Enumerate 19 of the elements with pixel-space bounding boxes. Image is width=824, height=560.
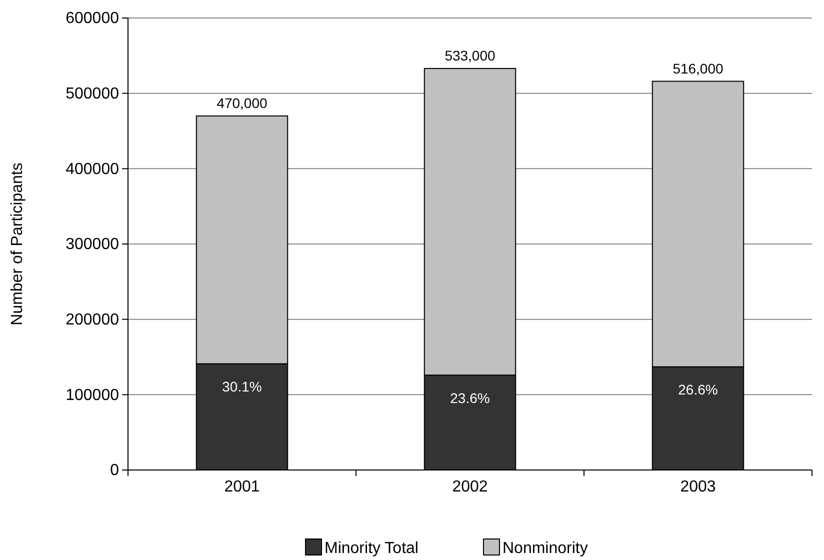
y-tick-label: 100000	[66, 386, 120, 404]
annotation: 30.1%	[222, 378, 262, 395]
legend-label: Minority Total	[324, 540, 418, 557]
y-tick-label: 0	[110, 462, 120, 480]
total-label: 470,000	[216, 94, 268, 111]
x-tick-label: 2002	[452, 478, 488, 496]
x-tick-label: 2001	[224, 478, 260, 496]
y-tick-label: 300000	[66, 236, 120, 254]
annotation: 23.6%	[450, 390, 490, 406]
y-tick-label: 400000	[66, 160, 120, 178]
y-tick-label: 600000	[66, 10, 120, 28]
y-tick-label: 500000	[66, 85, 120, 102]
x-tick-label: 2003	[680, 478, 716, 496]
y-axis-title: Number of Participants	[9, 162, 26, 326]
total-label: 533,000	[444, 47, 496, 64]
annotation: 26.6%	[678, 382, 718, 398]
y-tick-label: 200000	[66, 311, 120, 328]
total-label: 516,000	[672, 60, 724, 76]
legend-label: Nonminority	[502, 540, 588, 557]
